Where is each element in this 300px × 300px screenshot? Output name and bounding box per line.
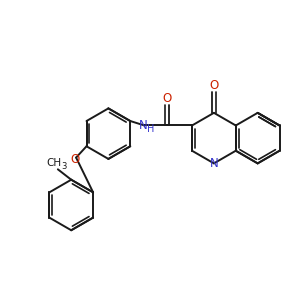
Text: O: O <box>162 92 171 105</box>
Text: O: O <box>209 79 218 92</box>
Text: 3: 3 <box>62 162 67 171</box>
Text: O: O <box>70 153 79 166</box>
Text: CH: CH <box>47 158 62 168</box>
Text: H: H <box>147 124 155 134</box>
Text: N: N <box>139 119 147 132</box>
Text: N: N <box>209 158 218 170</box>
